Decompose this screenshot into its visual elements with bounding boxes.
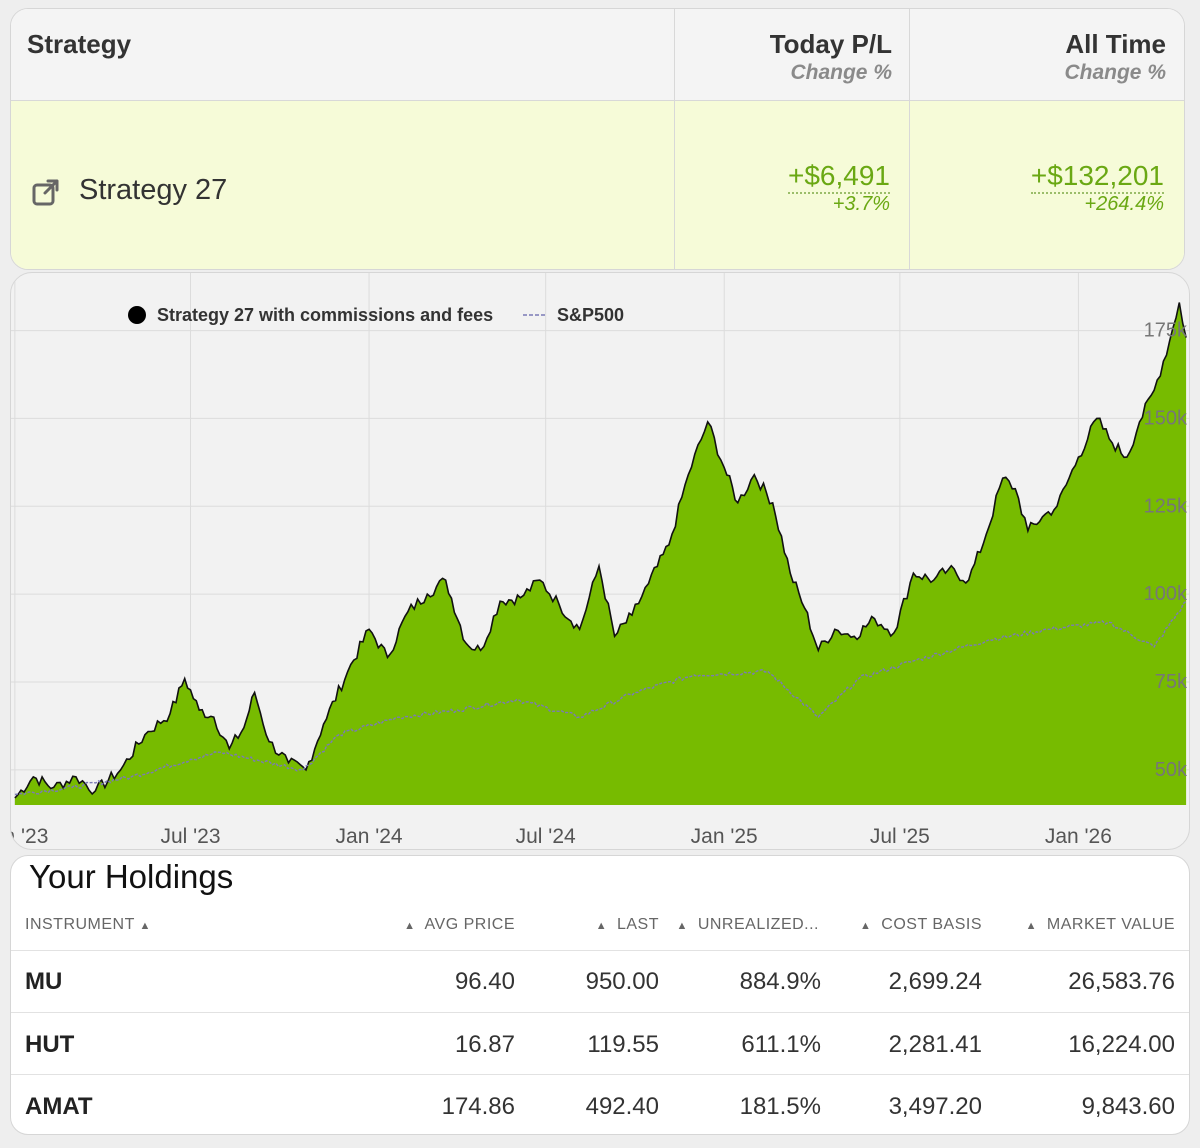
last-column-header[interactable]: ▲ LAST	[595, 916, 659, 933]
market-value-column-header[interactable]: ▲ MARKET VALUE	[1025, 916, 1175, 933]
y-tick-label: 75k	[1155, 671, 1188, 693]
strategy-name-link[interactable]: Strategy 27	[79, 174, 228, 206]
unrealized-cell: 884.9%	[739, 968, 821, 995]
row-divider	[11, 950, 1189, 951]
strategy-row[interactable]	[11, 101, 1184, 269]
market-value-cell: 26,583.76	[1068, 968, 1175, 995]
holdings-title: Your Holdings	[29, 858, 234, 895]
x-axis-ticks: Jan '23 Jul '23 Jan '24 Jul '24 Jan '25 Jul '…	[11, 825, 1112, 848]
column-divider	[909, 9, 910, 269]
sort-icon: ▲	[676, 920, 688, 932]
cost-basis-cell: 2,699.24	[888, 968, 982, 995]
y-tick-label: 50k	[1155, 759, 1188, 781]
strategy-summary-table: Strategy Today P/L Change % All Time Cha…	[10, 8, 1185, 270]
sort-icon: ▲	[139, 920, 151, 932]
alltime-change-percent: +264.4%	[1084, 193, 1164, 215]
today-change-subheader: Change %	[790, 61, 892, 84]
sort-icon: ▲	[859, 920, 872, 932]
today-pl-value: +$6,491	[788, 161, 890, 194]
strategy-line	[14, 302, 1187, 799]
last-cell: 950.00	[585, 968, 659, 995]
x-tick-label: Jan '26	[1045, 825, 1112, 848]
market-value-cell: 16,224.00	[1068, 1031, 1175, 1058]
y-axis-ticks: 50k 75k 100k 125k 150k 175k	[1144, 320, 1188, 781]
sort-icon: ▲	[1025, 920, 1037, 932]
avg-price-column-header[interactable]: ▲ AVG PRICE	[404, 916, 515, 933]
y-tick-label: 125k	[1144, 495, 1188, 517]
y-tick-label: 100k	[1144, 583, 1188, 605]
legend-sp500-label[interactable]: S&P500	[557, 305, 624, 325]
row-divider	[11, 1012, 1189, 1013]
x-tick-label: Jul '23	[160, 825, 220, 848]
unrealized-cell: 611.1%	[741, 1031, 821, 1058]
cost-basis-cell: 2,281.41	[888, 1031, 982, 1058]
x-tick-label: Jul '25	[870, 825, 930, 848]
market-value-cell: 9,843.60	[1081, 1093, 1175, 1120]
instrument-symbol[interactable]: HUT	[25, 1031, 75, 1058]
y-tick-label: 150k	[1144, 407, 1188, 429]
x-tick-label: Jul '24	[516, 825, 576, 848]
external-link-icon[interactable]	[31, 177, 61, 207]
alltime-column-header[interactable]: All Time	[1065, 29, 1166, 59]
x-tick-label: Jan '23	[11, 825, 48, 848]
legend-strategy-label[interactable]: Strategy 27 with commissions and fees	[157, 305, 493, 325]
today-change-percent: +3.7%	[832, 193, 890, 215]
alltime-pl-value: +$132,201	[1030, 161, 1164, 194]
avg-price-cell: 16.87	[454, 1031, 515, 1058]
instrument-symbol[interactable]: AMAT	[25, 1093, 93, 1120]
row-divider	[11, 1074, 1189, 1075]
legend-strategy-marker	[128, 306, 146, 324]
x-tick-label: Jan '24	[336, 825, 403, 848]
strategy-area-fill	[14, 302, 1187, 805]
column-divider	[674, 9, 675, 269]
sort-icon: ▲	[404, 920, 416, 932]
sort-icon: ▲	[595, 920, 608, 932]
instrument-column-header[interactable]: INSTRUMENT ▲	[25, 916, 151, 933]
y-tick-label: 175k	[1144, 320, 1188, 342]
unrealized-cell: 181.5%	[739, 1093, 821, 1120]
last-cell: 492.40	[585, 1093, 659, 1120]
sp500-line	[14, 600, 1187, 796]
avg-price-cell: 96.40	[454, 968, 515, 995]
cost-basis-column-header[interactable]: ▲ COST BASIS	[859, 916, 982, 933]
table-header-row	[11, 9, 1184, 101]
x-tick-label: Jan '25	[691, 825, 758, 848]
instrument-symbol[interactable]: MU	[25, 968, 63, 995]
today-pl-column-header[interactable]: Today P/L	[769, 29, 892, 59]
avg-price-cell: 174.86	[441, 1093, 515, 1120]
unrealized-column-header[interactable]: ▲ UNREALIZED...	[676, 916, 819, 933]
chart-legend: Strategy 27 with commissions and fees S&…	[128, 305, 624, 325]
strategy-column-header[interactable]: Strategy	[27, 29, 132, 59]
holdings-panel: Your Holdings INSTRUMENT ▲ ▲ AVG PRICE ▲…	[10, 855, 1190, 1135]
cost-basis-cell: 3,497.20	[888, 1093, 982, 1120]
alltime-change-subheader: Change %	[1064, 61, 1166, 84]
last-cell: 119.55	[587, 1031, 659, 1058]
